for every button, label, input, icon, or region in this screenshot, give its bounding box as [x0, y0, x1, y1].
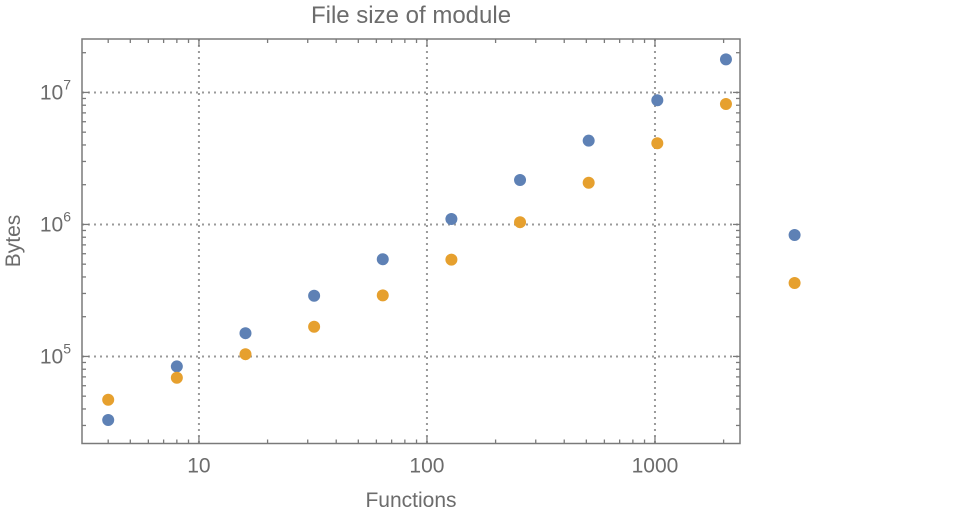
data-point-orange: [239, 348, 252, 361]
data-point-blue: [514, 174, 527, 187]
data-point-orange: [308, 320, 321, 333]
data-point-orange: [170, 371, 183, 384]
data-point-blue: [376, 253, 389, 266]
tick-labels-group: 10 100 1000 105 106 107: [40, 76, 678, 477]
x-tick-label: 10: [187, 455, 210, 478]
data-point-orange: [445, 253, 458, 266]
x-tick-label: 100: [409, 455, 444, 478]
data-point-orange: [102, 393, 115, 406]
series-blue: [102, 53, 801, 426]
data-point-blue: [308, 289, 321, 302]
x-tick-label: 1000: [632, 455, 679, 478]
data-point-orange: [788, 277, 801, 290]
series-orange: [102, 97, 801, 406]
data-point-blue: [719, 53, 732, 66]
plot-frame: [81, 38, 741, 445]
y-tick-label: 106: [40, 208, 71, 236]
chart-title: File size of module: [310, 2, 512, 29]
data-point-orange: [376, 289, 389, 302]
y-tick-label: 107: [40, 76, 71, 104]
ticks-group: [82, 39, 740, 444]
data-point-orange: [651, 137, 664, 150]
data-point-blue: [651, 94, 664, 107]
data-point-blue: [239, 327, 252, 340]
data-point-blue: [170, 360, 183, 373]
data-point-blue: [788, 228, 801, 241]
data-point-blue: [582, 134, 595, 147]
y-axis-label: Bytes: [2, 215, 25, 268]
data-point-orange: [514, 216, 527, 229]
data-point-blue: [102, 413, 115, 426]
data-point-orange: [582, 176, 595, 189]
data-point-blue: [445, 212, 458, 225]
gridlines-group: [82, 39, 740, 444]
y-tick-label: 105: [40, 340, 71, 368]
data-point-orange: [719, 97, 732, 110]
x-axis-label: Functions: [365, 489, 456, 512]
